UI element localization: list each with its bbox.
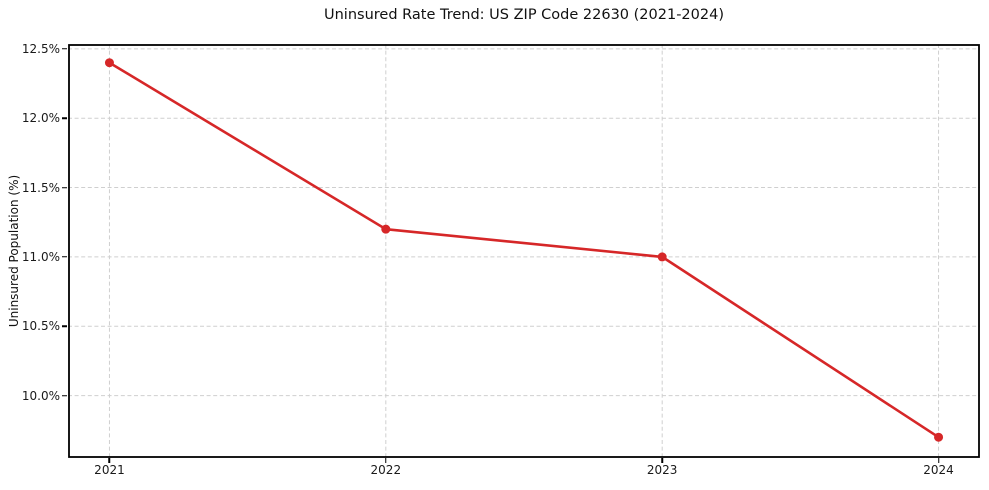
data-point-marker [934,432,944,442]
y-tick-mark [62,48,67,50]
data-point-marker [657,252,667,262]
y-tick-mark [62,325,67,327]
x-tick-mark [108,458,111,463]
y-tick-mark [62,186,67,189]
x-tick-label: 2022 [370,463,402,477]
y-tick-mark [62,256,67,258]
x-tick-mark [385,458,387,463]
x-tick-label: 2021 [94,463,125,477]
data-point-marker [381,224,391,234]
y-tick-label: 10.0% [21,388,60,403]
trend-line [108,61,940,439]
y-axis-label: Uninsured Population (%) [7,174,21,328]
y-tick-mark [62,117,67,119]
x-tick-mark [937,458,940,463]
x-tick-mark [661,458,663,463]
y-tick-label: 12.5% [21,41,60,56]
chart-title: Uninsured Rate Trend: US ZIP Code 22630 … [324,7,724,23]
y-tick-label: 12.0% [21,111,60,126]
x-tick-label: 2023 [646,463,678,477]
plot-area [68,44,980,458]
line-plot [68,44,980,458]
x-tick-label: 2024 [923,463,954,477]
plot-border [68,44,980,458]
y-tick-mark [62,394,67,397]
data-point-marker [104,58,114,68]
